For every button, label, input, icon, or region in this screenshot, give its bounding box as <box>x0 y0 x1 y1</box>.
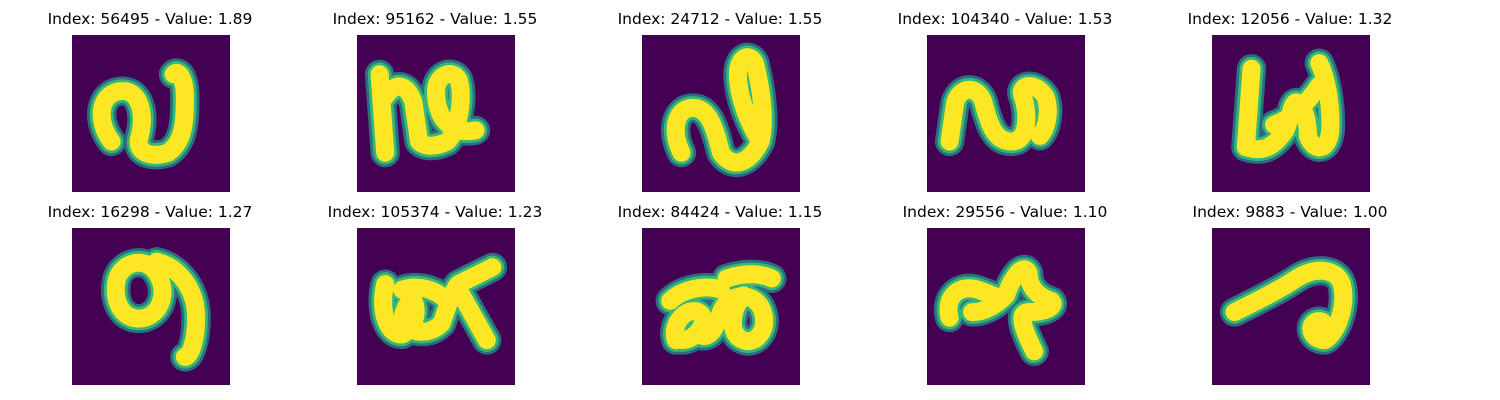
digit-image-4 <box>927 35 1085 192</box>
panel-title-1: Index: 56495 - Value: 1.89 <box>47 10 253 28</box>
digit-image-6 <box>72 228 230 385</box>
panel-title-4: Index: 104340 - Value: 1.53 <box>897 10 1113 28</box>
panel-title-8: Index: 84424 - Value: 1.15 <box>617 203 823 221</box>
image-panel-1: Index: 56495 - Value: 1.89 <box>0 0 300 192</box>
digit-image-1 <box>72 35 230 192</box>
digit-image-8 <box>642 228 800 385</box>
digit-image-7 <box>357 228 515 385</box>
panel-title-2: Index: 95162 - Value: 1.55 <box>332 10 538 28</box>
image-panel-8: Index: 84424 - Value: 1.15 <box>570 193 870 385</box>
panel-title-9: Index: 29556 - Value: 1.10 <box>902 203 1108 221</box>
image-panel-6: Index: 16298 - Value: 1.27 <box>0 193 300 385</box>
digit-image-5 <box>1212 35 1370 192</box>
panel-title-5: Index: 12056 - Value: 1.32 <box>1187 10 1393 28</box>
digit-image-10 <box>1212 228 1370 385</box>
image-panel-3: Index: 24712 - Value: 1.55 <box>570 0 870 192</box>
image-panel-9: Index: 29556 - Value: 1.10 <box>855 193 1155 385</box>
image-panel-7: Index: 105374 - Value: 1.23 <box>285 193 585 385</box>
digit-image-9 <box>927 228 1085 385</box>
digit-image-3 <box>642 35 800 192</box>
digit-image-2 <box>357 35 515 192</box>
panel-title-3: Index: 24712 - Value: 1.55 <box>617 10 823 28</box>
panel-title-10: Index: 9883 - Value: 1.00 <box>1192 203 1388 221</box>
image-panel-5: Index: 12056 - Value: 1.32 <box>1140 0 1440 192</box>
image-panel-2: Index: 95162 - Value: 1.55 <box>285 0 585 192</box>
panel-title-6: Index: 16298 - Value: 1.27 <box>47 203 253 221</box>
panel-title-7: Index: 105374 - Value: 1.23 <box>327 203 543 221</box>
image-panel-10: Index: 9883 - Value: 1.00 <box>1140 193 1440 385</box>
image-panel-4: Index: 104340 - Value: 1.53 <box>855 0 1155 192</box>
